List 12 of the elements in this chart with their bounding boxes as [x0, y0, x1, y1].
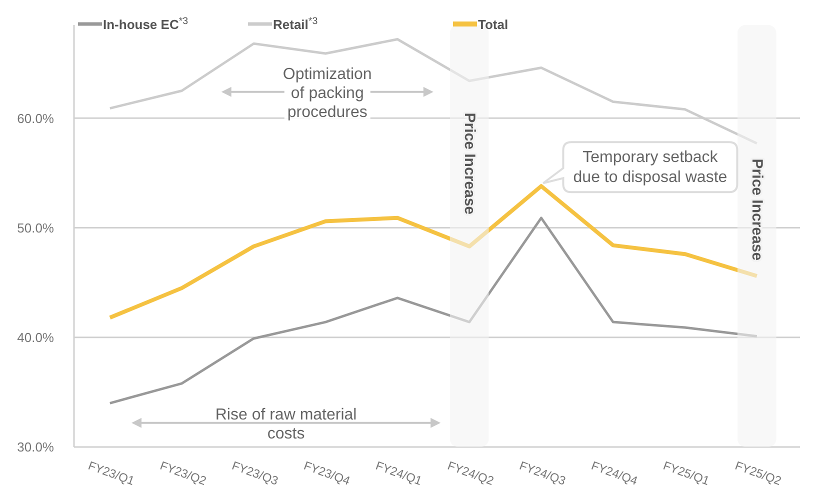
annotation: Temporary setback due to disposal waste: [573, 149, 728, 186]
y-tick-label: 30.0%: [17, 440, 54, 455]
annotation: Optimization of packing procedures: [282, 66, 372, 121]
band-label: Price Increase: [748, 158, 766, 261]
annotation: Rise of raw material costs: [215, 406, 357, 442]
y-tick-label: 60.0%: [17, 110, 54, 126]
y-tick-label: 50.0%: [17, 220, 54, 236]
legend-label: Retail$^{*3}$: [273, 16, 318, 32]
y-tick-label: 40.0%: [17, 330, 54, 346]
legend-label: Total: [478, 17, 508, 32]
band-label: Price Increase: [460, 112, 478, 215]
legend-label: In-house EC$^{*3}$: [103, 16, 188, 32]
